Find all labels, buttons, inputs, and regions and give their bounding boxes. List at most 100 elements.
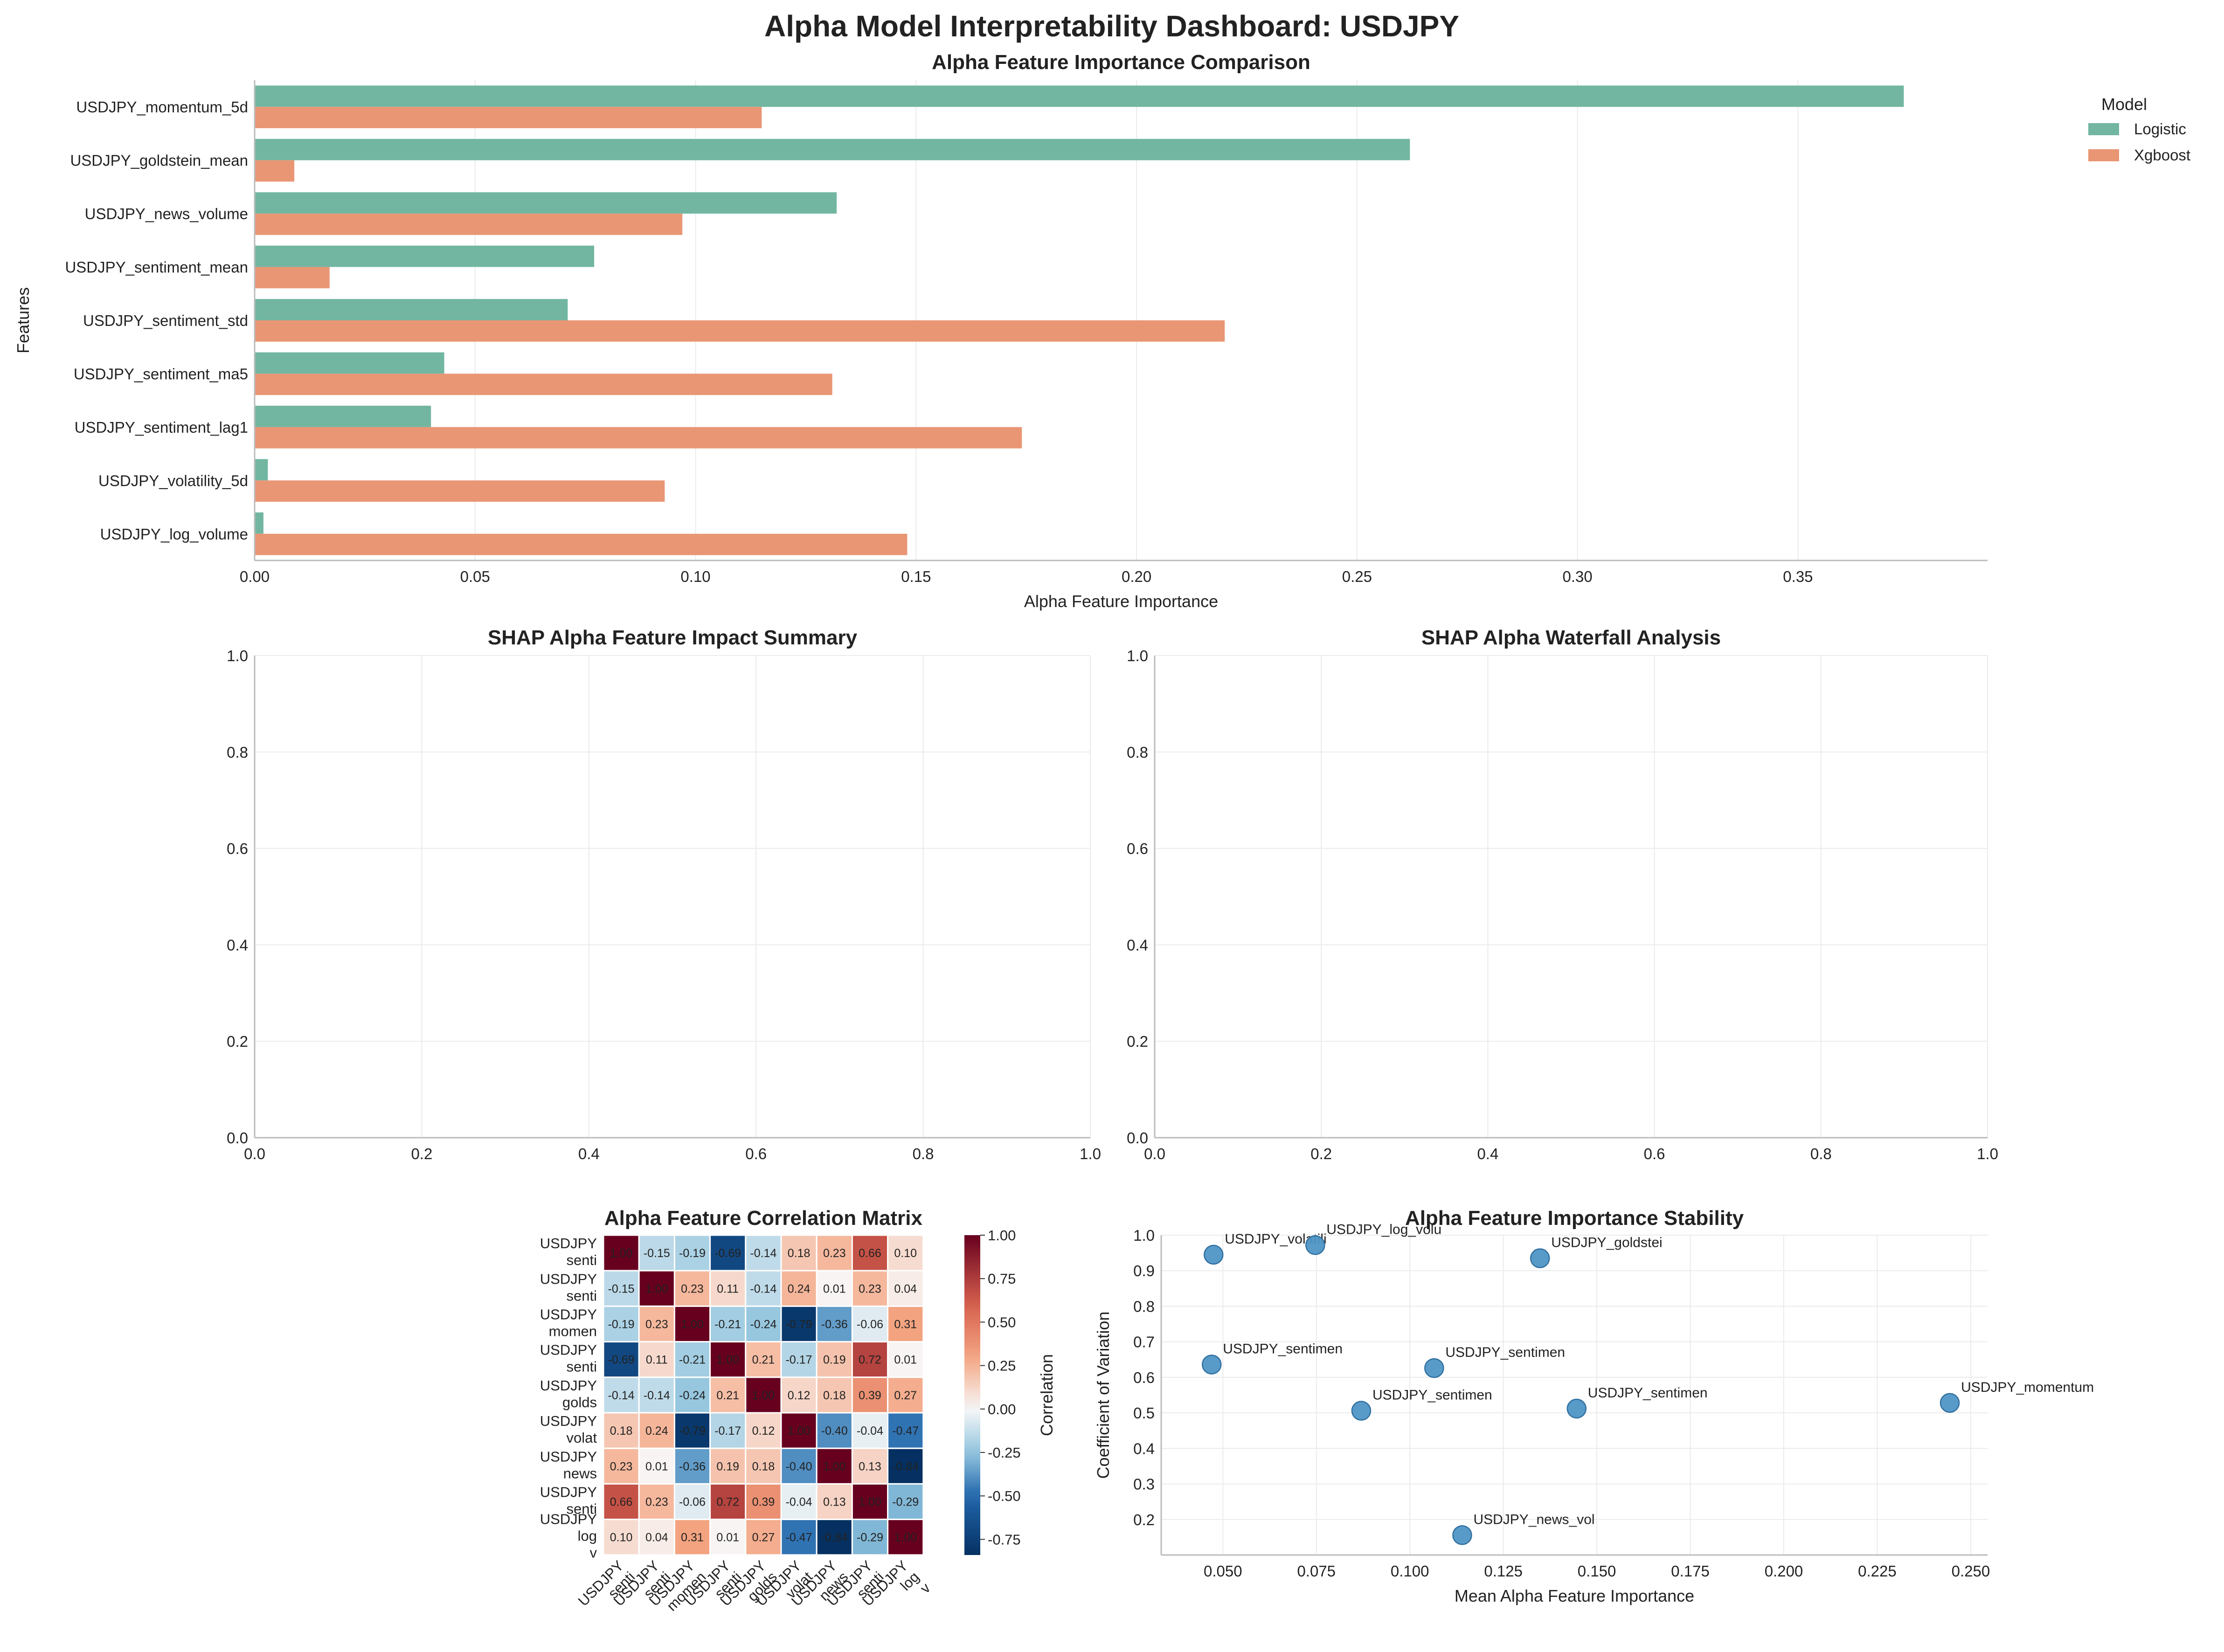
correlation-cell (851, 1447, 889, 1485)
correlation-value: 0.04 (894, 1282, 917, 1295)
shap-summary-y-tick: 0.2 (227, 1033, 248, 1050)
correlation-value: -0.24 (679, 1389, 706, 1402)
shap-waterfall-x-tick: 1.0 (1977, 1145, 1998, 1162)
importance-bar (255, 533, 908, 555)
correlation-cell (887, 1341, 924, 1378)
colorbar (964, 1235, 980, 1555)
shap-waterfall-y-tick: 0.8 (1127, 744, 1148, 761)
correlation-value: 0.10 (894, 1247, 917, 1260)
stability-point-label: USDJPY_goldstei (1551, 1235, 1662, 1251)
stability-x-tick: 0.200 (1765, 1562, 1803, 1580)
correlation-row-label: volat (567, 1430, 597, 1446)
correlation-cell (780, 1483, 818, 1521)
correlation-value: 0.01 (894, 1354, 917, 1367)
shap-summary-y-tick: 0.4 (227, 936, 248, 954)
correlation-value: 0.13 (859, 1460, 881, 1473)
correlation-value: 0.23 (645, 1318, 668, 1331)
correlation-value: 0.12 (752, 1424, 775, 1438)
correlation-cell (887, 1519, 924, 1556)
correlation-value: 0.18 (752, 1460, 775, 1473)
correlation-row-label: v (590, 1545, 597, 1561)
shap-summary-y-tick: 0.6 (227, 840, 248, 857)
correlation-value: 0.23 (681, 1282, 704, 1295)
stability-point (1566, 1398, 1587, 1419)
stability-point-label: USDJPY_log_volu (1326, 1222, 1441, 1237)
correlation-cell (851, 1305, 889, 1343)
stability-point (1530, 1248, 1550, 1268)
correlation-cell (603, 1483, 640, 1521)
stability-x-label: Mean Alpha Feature Importance (1455, 1586, 1694, 1605)
stability-y-tick: 0.4 (1133, 1440, 1155, 1457)
correlation-row-label: log (578, 1528, 597, 1544)
shap-summary-x-tick: 1.0 (1080, 1145, 1101, 1162)
correlation-value: -0.84 (821, 1531, 848, 1544)
correlation-value: -0.21 (679, 1354, 706, 1367)
correlation-value: 0.23 (645, 1496, 668, 1509)
shap-waterfall-title: SHAP Alpha Waterfall Analysis (1421, 626, 1721, 649)
correlation-value: 0.24 (645, 1424, 668, 1438)
correlation-value: 1.00 (894, 1531, 917, 1544)
correlation-value: -0.79 (786, 1318, 812, 1331)
stability-point (1452, 1525, 1472, 1545)
correlation-value: 0.72 (859, 1354, 881, 1367)
correlation-value: 0.18 (823, 1389, 846, 1402)
legend-swatch (2088, 123, 2119, 135)
importance-bar (255, 299, 568, 320)
correlation-value: -0.19 (679, 1247, 706, 1260)
correlation-cell (638, 1305, 675, 1343)
correlation-cell (887, 1412, 924, 1449)
importance-y-label: Features (14, 287, 33, 353)
correlation-value: -0.69 (714, 1247, 741, 1260)
stability-scatter: Alpha Feature Importance Stability 0.050 0… (1094, 1207, 2094, 1605)
correlation-cell (745, 1270, 782, 1307)
correlation-value: 0.27 (752, 1531, 775, 1544)
importance-x-tick: 0.00 (240, 568, 270, 585)
importance-bar (255, 85, 1904, 107)
correlation-value: 0.72 (716, 1496, 739, 1509)
importance-category-label: USDJPY_log_volume (100, 525, 248, 543)
correlation-row-label: USDJPY (540, 1484, 597, 1500)
correlation-row-label: USDJPY (540, 1448, 597, 1465)
correlation-value: -0.17 (786, 1354, 812, 1367)
importance-title: Alpha Feature Importance Comparison (932, 51, 1310, 74)
correlation-cell (780, 1412, 818, 1449)
correlation-cell (638, 1519, 675, 1556)
stability-point-label: USDJPY_sentimen (1588, 1385, 1708, 1401)
correlation-row-label: USDJPY (540, 1271, 597, 1287)
correlation-value: -0.04 (786, 1496, 812, 1509)
importance-x-tick: 0.20 (1122, 568, 1151, 585)
correlation-cell (603, 1412, 640, 1449)
correlation-value: 0.19 (716, 1460, 739, 1473)
correlation-value: 0.11 (717, 1282, 739, 1295)
importance-category-label: USDJPY_sentiment_std (83, 312, 248, 329)
stability-x-tick: 0.175 (1671, 1562, 1710, 1580)
colorbar-tick-label: 1.00 (988, 1227, 1016, 1244)
stability-x-tick: 0.100 (1391, 1562, 1429, 1580)
correlation-value: -0.06 (679, 1496, 706, 1509)
importance-bar (255, 373, 832, 395)
correlation-value: -0.36 (679, 1460, 706, 1473)
correlation-value: 0.19 (823, 1354, 846, 1367)
correlation-value: -0.24 (750, 1318, 776, 1331)
correlation-row-label: USDJPY (540, 1342, 597, 1358)
correlation-cell (673, 1483, 711, 1521)
correlation-value: 0.01 (645, 1460, 668, 1473)
shap-waterfall-x-tick: 0.8 (1810, 1145, 1832, 1162)
importance-bar (255, 192, 837, 214)
stability-y-tick: 1.0 (1133, 1227, 1155, 1244)
importance-bar (255, 107, 762, 128)
colorbar-tick-label: -0.25 (988, 1445, 1021, 1461)
stability-y-tick: 0.6 (1133, 1369, 1155, 1386)
correlation-value: 0.13 (823, 1496, 846, 1509)
shap-summary-y-tick: 1.0 (227, 647, 248, 664)
stability-x-tick: 0.075 (1297, 1562, 1336, 1580)
stability-point-label: USDJPY_momentum (1961, 1380, 2094, 1395)
correlation-value: -0.21 (714, 1318, 741, 1331)
correlation-value: 1.00 (788, 1424, 811, 1438)
importance-category-label: USDJPY_news_volume (85, 205, 248, 222)
correlation-value: 0.23 (610, 1460, 633, 1473)
importance-category-label: USDJPY_sentiment_lag1 (75, 419, 248, 436)
correlation-value: -0.04 (857, 1424, 883, 1438)
shap-summary-y-tick: 0.0 (227, 1129, 248, 1147)
correlation-cell (816, 1483, 853, 1521)
